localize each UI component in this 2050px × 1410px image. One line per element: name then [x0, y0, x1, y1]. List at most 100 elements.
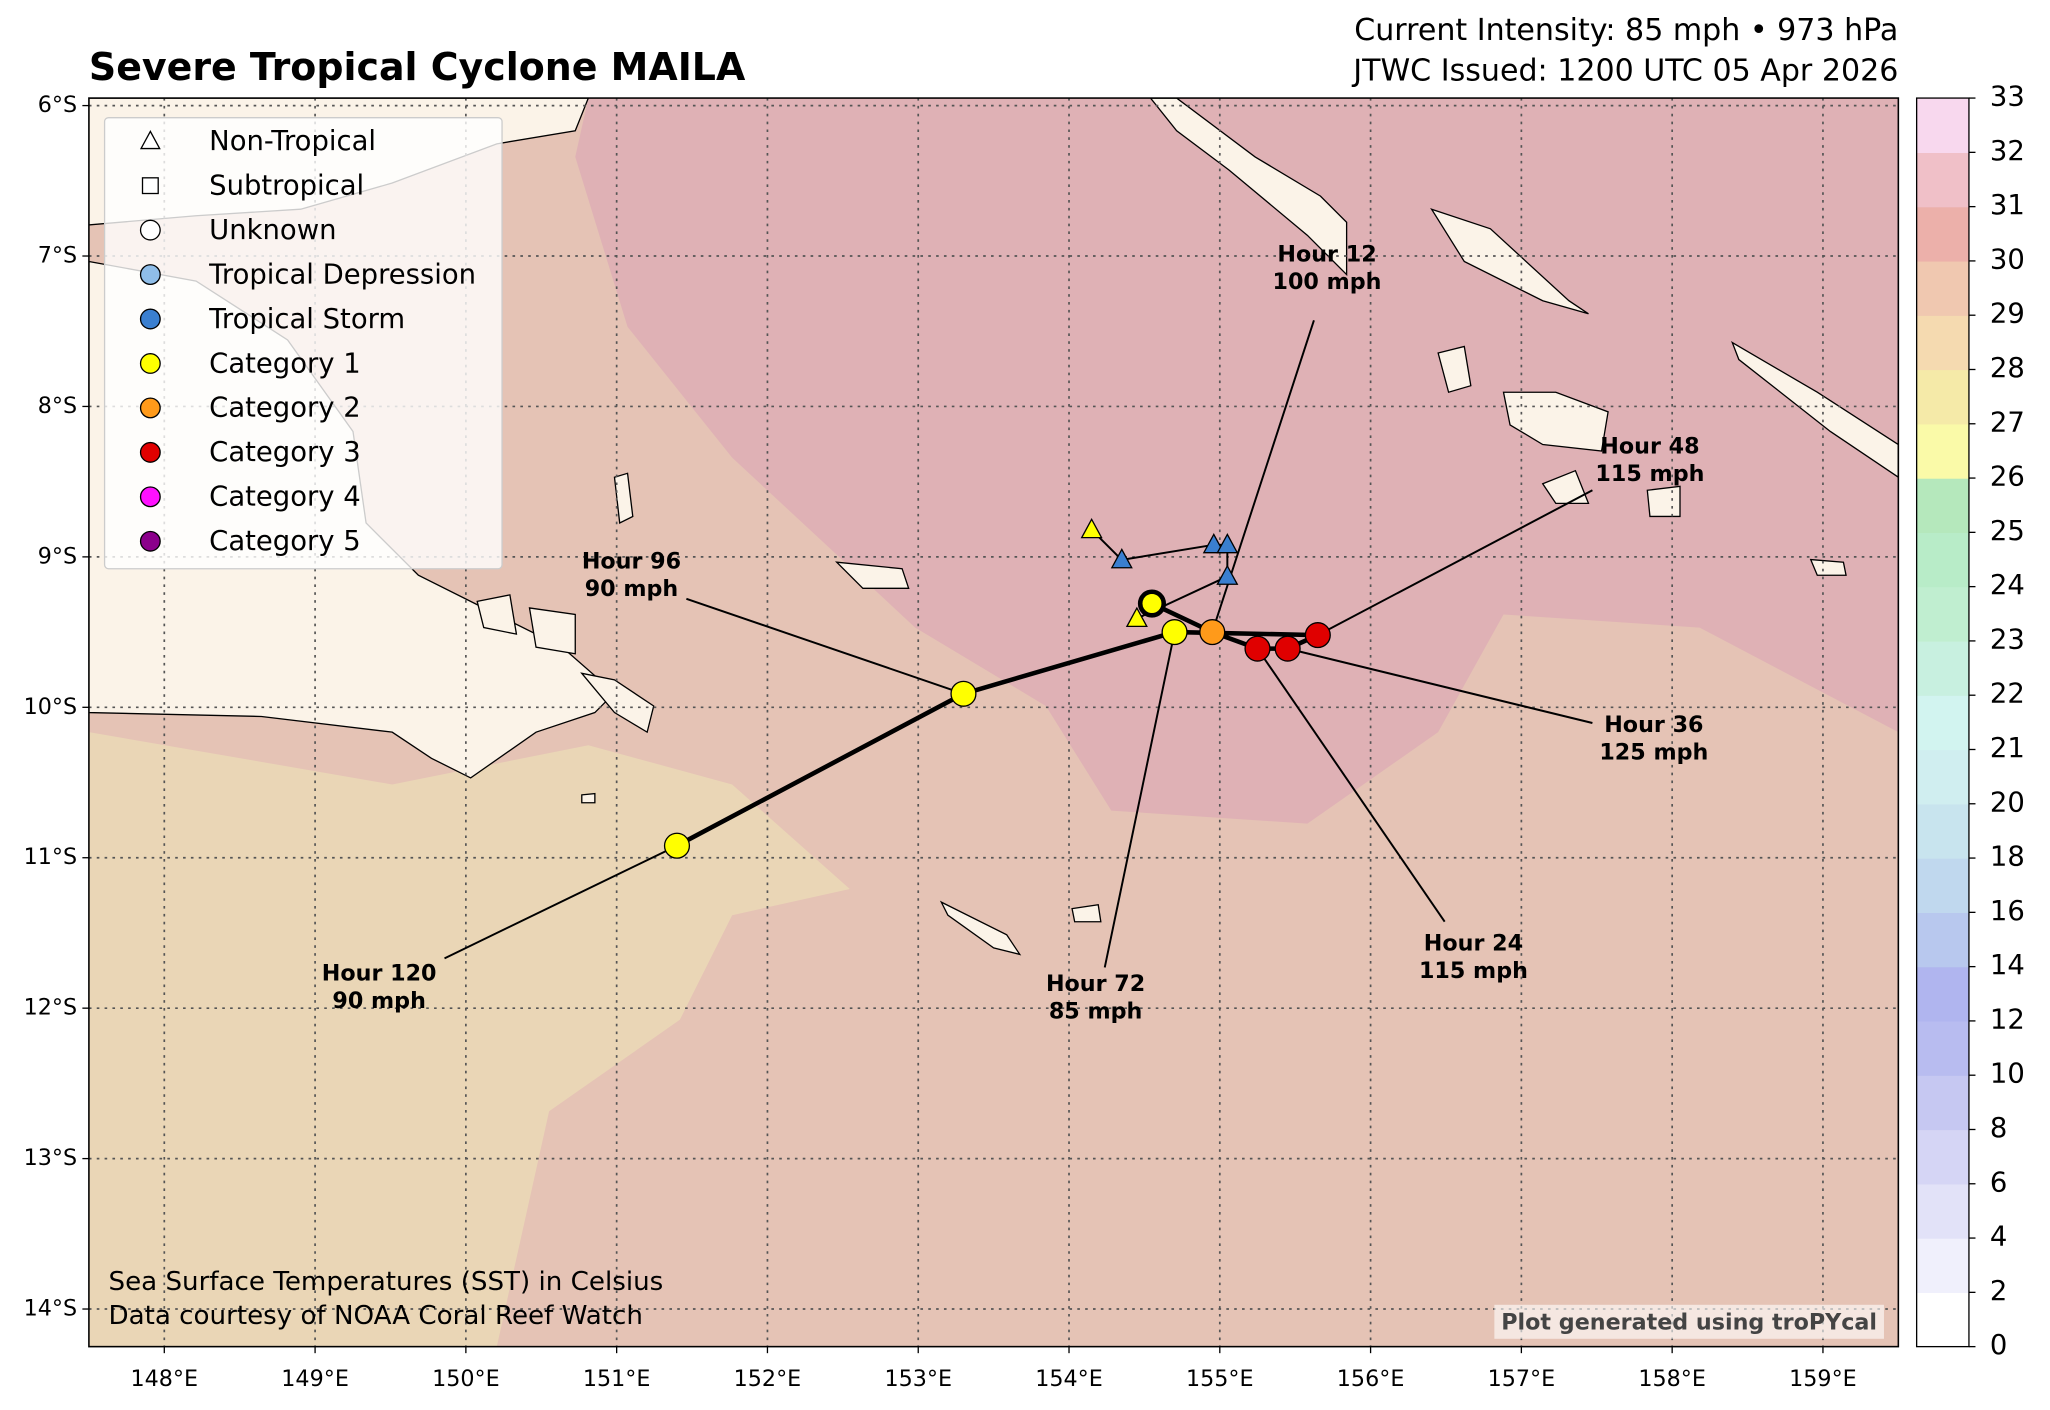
forecast-label: 90 mph: [332, 988, 426, 1014]
forecast-label: Hour 48: [1600, 434, 1699, 460]
colorbar-segment: [1916, 1075, 1969, 1131]
colorbar-label: 14: [1990, 950, 2025, 981]
colorbar-segment: [1916, 315, 1969, 371]
colorbar-segment: [1916, 1129, 1969, 1185]
marker: [950, 680, 977, 707]
y-tick-label: 11°S: [24, 844, 78, 870]
legend-label: Tropical Depression: [208, 259, 476, 290]
y-tick-label: 10°S: [24, 694, 78, 720]
marker: [139, 219, 161, 241]
marker: [1202, 533, 1225, 554]
marker: [139, 264, 161, 286]
colorbar-label: 18: [1990, 842, 2025, 873]
x-tick-label: 157°E: [1488, 1366, 1556, 1392]
marker: [1199, 619, 1226, 646]
colorbar-label: 24: [1990, 570, 2025, 601]
marker: [1244, 635, 1271, 662]
x-tick-label: 151°E: [583, 1366, 651, 1392]
leader-line: [1256, 648, 1446, 923]
colorbar-label: 29: [1990, 299, 2025, 330]
colorbar-label: 33: [1990, 82, 2025, 113]
legend-label: Category 2: [209, 393, 361, 424]
x-tick-label: 148°E: [131, 1366, 199, 1392]
y-tick-label: 14°S: [24, 1296, 78, 1322]
y-tick-label: 12°S: [24, 995, 78, 1021]
forecast-label: 100 mph: [1273, 269, 1382, 295]
colorbar-segment: [1916, 206, 1969, 262]
colorbar-segment: [1916, 478, 1969, 534]
y-tick-label: 7°S: [38, 243, 77, 269]
leader-line: [686, 597, 964, 695]
colorbar-label: 4: [1990, 1222, 2007, 1253]
x-tick-label: 159°E: [1789, 1366, 1857, 1392]
forecast-label: 90 mph: [585, 576, 679, 602]
x-tick-label: 156°E: [1337, 1366, 1405, 1392]
marker: [139, 486, 161, 508]
colorbar-label: 28: [1990, 353, 2025, 384]
marker: [1161, 619, 1188, 646]
note: Data courtesy of NOAA Coral Reef Watch: [109, 1301, 643, 1331]
colorbar-segment: [1916, 858, 1969, 914]
colorbar-label: 12: [1990, 1004, 2025, 1035]
colorbar-segment: [1916, 695, 1969, 751]
colorbar-segment: [1916, 586, 1969, 642]
marker: [139, 308, 161, 330]
info-line: Current Intensity: 85 mph • 973 hPa: [1354, 13, 1898, 48]
marker: [139, 353, 161, 374]
marker: [1304, 622, 1331, 649]
marker: [139, 130, 161, 150]
forecast-label: Hour 72: [1046, 971, 1145, 997]
colorbar: 0246810121416182021222324252627282930313…: [1915, 82, 2025, 1361]
colorbar-label: 26: [1990, 462, 2025, 493]
colorbar-label: 27: [1990, 407, 2025, 438]
marker: [1137, 589, 1167, 618]
x-tick-label: 150°E: [432, 1366, 500, 1392]
marker: [663, 832, 691, 859]
colorbar-label: 8: [1990, 1113, 2007, 1144]
marker: [1216, 533, 1239, 554]
colorbar-label: 20: [1990, 787, 2025, 818]
marker: [1110, 548, 1133, 569]
colorbar-label: 30: [1990, 244, 2025, 275]
forecast-label: 115 mph: [1419, 958, 1528, 984]
legend-label: Category 4: [209, 482, 361, 513]
colorbar-segment: [1916, 423, 1969, 479]
legend-label: Non-Tropical: [209, 126, 376, 157]
map-frame: [88, 97, 1900, 1348]
x-tick-label: 153°E: [884, 1366, 952, 1392]
legend: Non-Tropical Subtropical Unknown Tropical D…: [103, 117, 503, 570]
y-tick-label: 13°S: [24, 1145, 78, 1171]
marker: [139, 441, 161, 463]
map-background: [88, 98, 1899, 1347]
colorbar-segment: [1916, 749, 1969, 805]
marker: [1274, 635, 1301, 662]
y-tick-label: 9°S: [38, 543, 77, 569]
leader-line: [1317, 489, 1593, 636]
forecast-label: 115 mph: [1595, 461, 1704, 487]
leader-line: [444, 844, 678, 960]
forecast-label: 85 mph: [1049, 998, 1143, 1024]
colorbar-segment: [1916, 260, 1969, 316]
x-tick-label: 154°E: [1035, 1366, 1103, 1392]
forecast-label: Hour 24: [1424, 930, 1523, 956]
legend-label: Category 1: [209, 348, 361, 379]
colorbar-segment: [1916, 966, 1969, 1022]
x-tick-label: 155°E: [1186, 1366, 1254, 1392]
forecast-label: Hour 36: [1604, 712, 1703, 738]
colorbar-segment: [1916, 1183, 1969, 1239]
colorbar-frame: [1915, 97, 1970, 1348]
legend-label: Tropical Storm: [208, 304, 405, 335]
colorbar-label: 21: [1990, 733, 2025, 764]
legend-label: Unknown: [209, 215, 336, 246]
legend-label: Category 3: [209, 437, 361, 468]
colorbar-label: 10: [1990, 1059, 2025, 1090]
marker: [141, 177, 159, 195]
colorbar-segment: [1916, 532, 1969, 588]
forecast-label: Hour 96: [582, 549, 681, 575]
colorbar-segment: [1916, 369, 1969, 425]
leader-line: [1287, 647, 1593, 724]
forecast-label: Hour 120: [322, 961, 437, 987]
colorbar-label: 25: [1990, 516, 2025, 547]
